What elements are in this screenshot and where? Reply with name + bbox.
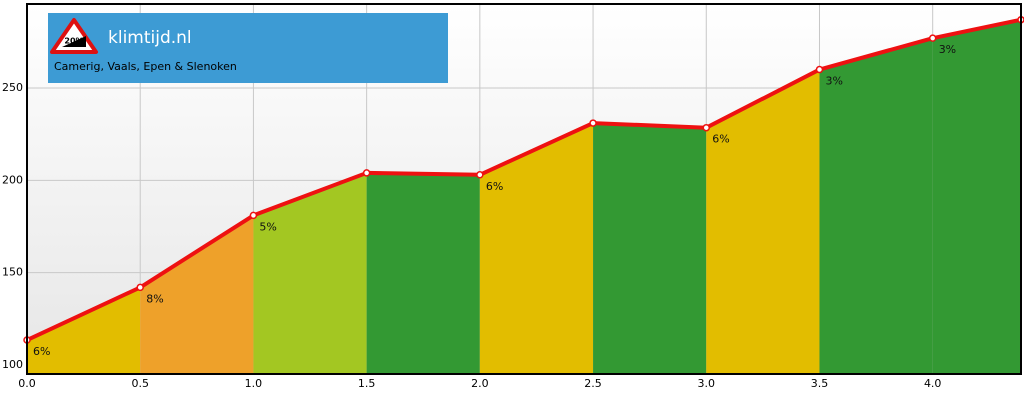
grade-label: 5% — [259, 220, 276, 233]
grade-label: 8% — [146, 292, 163, 305]
segment-area — [932, 19, 1021, 375]
elevation-line — [26, 17, 1022, 342]
point-marker — [815, 65, 824, 74]
y-tick-label: 250 — [2, 81, 23, 94]
segment-area — [479, 123, 594, 375]
chart-title: klimtijd.nl — [108, 28, 192, 48]
point-marker — [476, 171, 484, 179]
logo-background — [48, 13, 448, 83]
x-tick-label: 2.5 — [584, 377, 602, 390]
x-tick-label: 3.5 — [811, 377, 829, 390]
y-tick-label: 100 — [2, 358, 23, 371]
segment-area — [366, 172, 480, 374]
x-tick-label: 1.0 — [245, 377, 263, 390]
chart-subtitle: Camerig, Vaals, Epen & Slenoken — [54, 60, 237, 73]
logo-text: 20% — [64, 37, 83, 46]
y-tick-label: 150 — [2, 266, 23, 279]
plot-border — [26, 3, 1022, 375]
x-tick-label: 1.5 — [358, 377, 376, 390]
point-marker — [589, 119, 597, 127]
point-marker — [249, 211, 258, 220]
x-tick-label: 0.0 — [18, 377, 36, 390]
logo-box: 20% klimtijd.nl Camerig, Vaals, Epen & S… — [48, 13, 448, 83]
segment-area — [593, 123, 707, 375]
grade-label: 6% — [33, 345, 50, 358]
segment-area — [253, 172, 367, 374]
y-tick-label: 200 — [2, 173, 23, 186]
point-marker — [702, 123, 711, 132]
x-tick-label: 0.5 — [131, 377, 149, 390]
point-marker — [136, 283, 144, 292]
grade-label: 6% — [486, 180, 503, 193]
logo-slope — [62, 36, 86, 47]
x-tick-label: 2.0 — [471, 377, 489, 390]
point-marker — [362, 169, 371, 177]
grade-label: 3% — [825, 75, 842, 88]
x-tick-label: 4.0 — [924, 377, 942, 390]
point-marker — [928, 34, 937, 42]
segment-area — [140, 215, 254, 374]
segment-area — [819, 38, 933, 375]
grade-label: 3% — [939, 43, 956, 56]
grade-label: 6% — [712, 133, 729, 146]
segment-area — [706, 69, 820, 374]
segment-area — [27, 287, 141, 374]
x-tick-label: 3.0 — [698, 377, 716, 390]
